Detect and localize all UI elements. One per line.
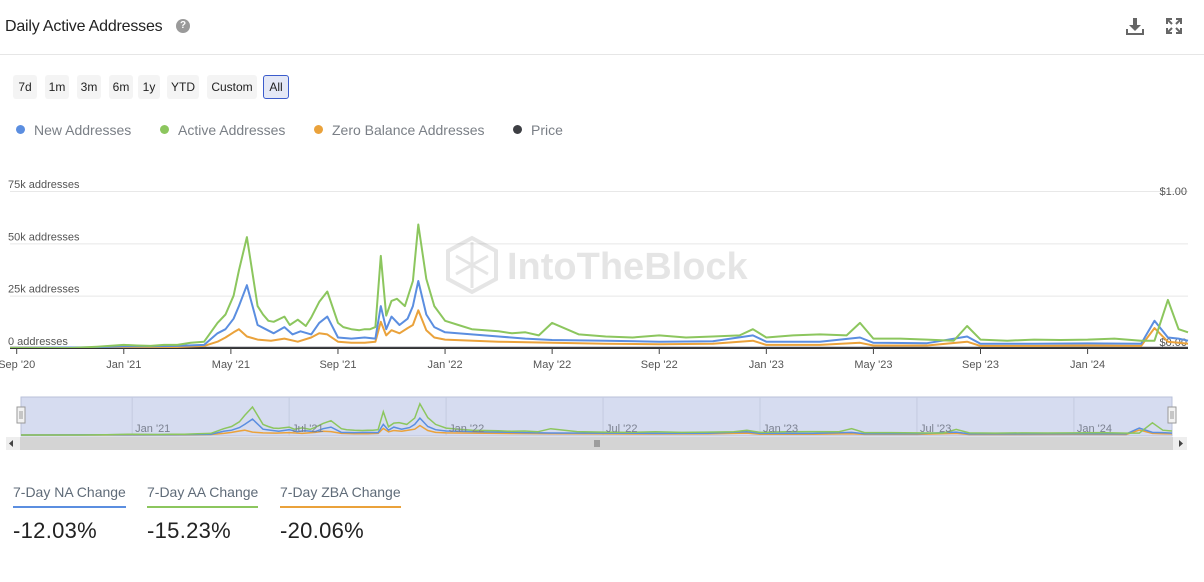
navigator-tick-label: Jul '23: [920, 423, 951, 435]
x-tick-label: May '22: [533, 359, 571, 371]
legend-item-price[interactable]: Price: [513, 122, 563, 138]
x-tick-label: Jan '23: [749, 359, 784, 371]
legend-label: Zero Balance Addresses: [332, 122, 485, 138]
navigator-line-zero-balance-addresses: [20, 424, 1173, 436]
chart-header: Daily Active Addresses ?: [0, 0, 1204, 55]
stat-value: -20.06%: [280, 518, 365, 543]
x-axis-labels: Sep '20 Jan '21 May '21 Sep '21 Jan '22 May '…: [0, 348, 1105, 371]
range-6m-button[interactable]: 6m: [109, 75, 133, 99]
series-line-active-addresses: [10, 223, 1189, 349]
stat-label: 7-Day AA Change: [147, 484, 259, 508]
legend-label: New Addresses: [34, 122, 132, 138]
x-tick-label: Jan '22: [427, 359, 462, 371]
stat-na-change: 7-Day NA Change -12.03%: [13, 484, 126, 544]
navigator-selection[interactable]: [20, 396, 1173, 437]
range-7d-button[interactable]: 7d: [13, 75, 37, 99]
y2-tick-label: $1.00: [1159, 186, 1187, 198]
legend-dot: [513, 125, 522, 134]
scroll-left-arrow-icon[interactable]: [9, 440, 13, 447]
y-tick-label: 25k addresses: [8, 284, 80, 296]
series-line-new-addresses: [9, 280, 1189, 349]
range-1m-button[interactable]: 1m: [45, 75, 69, 99]
y-axis-labels: 0 addresses 25k addresses 50k addresses 75k…: [8, 179, 80, 348]
chart-series: [9, 223, 1189, 349]
download-icon[interactable]: [1126, 17, 1144, 35]
navigator-tick-label: Jan '22: [449, 423, 484, 435]
legend-dot: [314, 125, 323, 134]
chart-title: Daily Active Addresses: [5, 18, 163, 35]
navigator-labels: Jan '21 Jul '21 Jan '22 Jul '22 Jan '23 Jul '…: [135, 423, 1112, 435]
x-tick-label: Sep '23: [962, 359, 999, 371]
legend-label: Price: [531, 122, 563, 138]
y-tick-label: 75k addresses: [8, 179, 80, 191]
navigator-series: [20, 402, 1173, 436]
navigator-tick-label: Jul '22: [606, 423, 637, 435]
navigator-tick-label: Jan '23: [763, 423, 798, 435]
navigator-tick-label: Jan '24: [1077, 423, 1112, 435]
scrollbar-grip-icon: [594, 440, 600, 447]
range-1y-button[interactable]: 1y: [138, 75, 160, 99]
gridlines: [10, 191, 1188, 297]
x-tick-label: Jan '24: [1070, 359, 1105, 371]
stat-label: 7-Day ZBA Change: [280, 484, 401, 508]
x-tick-label: May '21: [212, 359, 250, 371]
navigator-line-new-addresses: [20, 416, 1173, 436]
legend-dot: [160, 125, 169, 134]
x-tick-label: May '23: [854, 359, 892, 371]
chart-area[interactable]: IntoTheBlock 0 addresses 25k addresses 50k…: [0, 160, 1204, 455]
x-tick-label: Sep '20: [0, 359, 35, 371]
stat-aa-change: 7-Day AA Change -15.23%: [147, 484, 259, 544]
x-tick-label: Sep '21: [319, 359, 356, 371]
navigator-line-active-addresses: [21, 402, 1173, 436]
stat-value: -15.23%: [147, 518, 232, 543]
navigator-tick-label: Jan '21: [135, 423, 170, 435]
watermark-text: IntoTheBlock: [507, 246, 749, 288]
x-tick-label: Jan '21: [106, 359, 141, 371]
legend-dot: [16, 125, 25, 134]
watermark: IntoTheBlock: [446, 235, 749, 295]
legend-item-active-addresses[interactable]: Active Addresses: [160, 122, 285, 138]
navigator-right-handle[interactable]: [1167, 406, 1177, 424]
legend-item-new-addresses[interactable]: New Addresses: [16, 122, 131, 138]
navigator-left-handle[interactable]: [16, 406, 26, 424]
stat-zba-change: 7-Day ZBA Change -20.06%: [280, 484, 401, 544]
range-all-button[interactable]: All: [263, 75, 289, 99]
range-ytd-button[interactable]: YTD: [167, 75, 199, 99]
range-custom-button[interactable]: Custom: [207, 75, 257, 99]
navigator[interactable]: Jan '21 Jul '21 Jan '22 Jul '22 Jan '23 Jul '…: [6, 396, 1187, 450]
fullscreen-icon[interactable]: [1166, 18, 1182, 34]
question-circle-icon[interactable]: ?: [176, 19, 190, 33]
y-tick-label: 0 addresses: [8, 336, 68, 348]
scroll-right-arrow-icon[interactable]: [1179, 440, 1183, 447]
y-tick-label: 50k addresses: [8, 231, 80, 243]
legend-item-zero-balance-addresses[interactable]: Zero Balance Addresses: [314, 122, 485, 138]
stat-label: 7-Day NA Change: [13, 484, 126, 508]
x-tick-label: Sep '22: [641, 359, 678, 371]
stat-value: -12.03%: [13, 518, 98, 543]
y2-axis-labels: $0.00$1.00: [1159, 186, 1187, 349]
series-line-zero-balance-addresses: [9, 309, 1189, 349]
navigator-tick-label: Jul '21: [292, 423, 323, 435]
range-3m-button[interactable]: 3m: [77, 75, 101, 99]
legend-label: Active Addresses: [178, 122, 286, 138]
